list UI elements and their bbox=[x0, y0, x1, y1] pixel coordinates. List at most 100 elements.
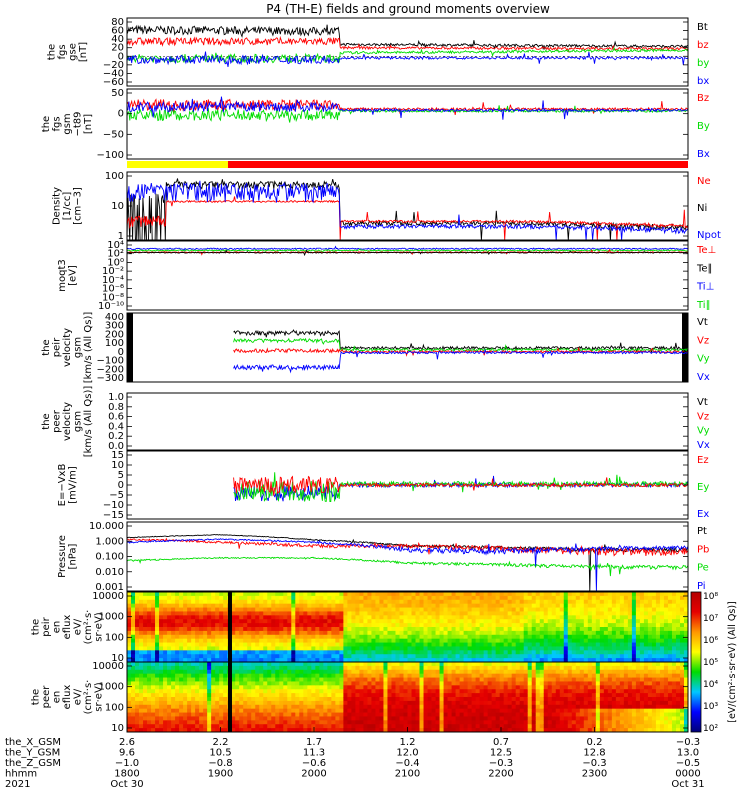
spectrogram-cell bbox=[259, 685, 264, 690]
spectrogram-cell bbox=[179, 642, 184, 647]
spectrogram-cell bbox=[407, 658, 412, 662]
spectrogram-cell bbox=[135, 592, 140, 597]
spectrogram-cell bbox=[443, 720, 448, 725]
spectrogram-cell bbox=[427, 708, 432, 713]
spectrogram-cell bbox=[203, 642, 208, 647]
spectrogram-cell bbox=[131, 623, 136, 628]
spectrogram-cell bbox=[415, 611, 420, 616]
spectrogram-cell bbox=[519, 704, 525, 710]
spectrogram-cell bbox=[215, 665, 220, 671]
spectrogram-cell bbox=[395, 650, 400, 655]
spectrogram-cell bbox=[395, 677, 400, 682]
spectrogram-cell bbox=[375, 677, 380, 682]
spectrogram-cell bbox=[187, 603, 192, 608]
spectrogram-cell bbox=[147, 700, 152, 706]
spectrogram-cell bbox=[275, 634, 280, 640]
spectrogram-cell bbox=[467, 638, 473, 643]
spectrogram-cell bbox=[679, 603, 685, 608]
y-axis-label-line: gsm bbox=[73, 411, 84, 432]
spectrogram-cell bbox=[379, 665, 384, 671]
spectrogram-cell bbox=[371, 611, 376, 616]
spectrogram-cell bbox=[287, 634, 292, 640]
spectrogram-cell bbox=[367, 615, 372, 620]
spectrogram-cell bbox=[179, 634, 184, 640]
spectrogram-cell bbox=[267, 700, 272, 706]
spectrogram-cell bbox=[275, 704, 280, 710]
spectrogram-cell bbox=[283, 607, 288, 612]
spectrogram-cell bbox=[395, 693, 400, 698]
spectrogram-cell bbox=[455, 708, 460, 713]
spectrogram-cell bbox=[211, 693, 216, 698]
y-axis-label-line: [nT] bbox=[83, 114, 94, 134]
spectrogram-cell bbox=[179, 658, 184, 662]
spectrogram-cell bbox=[591, 689, 597, 694]
spectrogram-cell bbox=[503, 654, 509, 659]
spectrogram-cell bbox=[551, 595, 557, 601]
spectrogram-cell bbox=[159, 650, 164, 655]
spectrogram-cell bbox=[439, 704, 444, 710]
spectrogram-cell bbox=[467, 627, 473, 632]
spectrogram-cell bbox=[495, 638, 501, 643]
spectrogram-cell bbox=[323, 630, 328, 636]
spectrogram-cell bbox=[267, 623, 272, 628]
spectrogram-cell bbox=[431, 611, 436, 616]
spectrogram-cell bbox=[335, 634, 340, 640]
spectrogram-cell bbox=[267, 619, 272, 624]
spectrogram-cell bbox=[267, 689, 272, 694]
spectrogram-cell bbox=[567, 623, 573, 628]
spectrogram-cell bbox=[675, 650, 681, 655]
spectrogram-cell bbox=[663, 642, 669, 647]
spectrogram-cell bbox=[211, 720, 216, 725]
spectrogram-cell bbox=[127, 654, 132, 659]
spectrogram-cell bbox=[667, 658, 673, 662]
spectrogram-cell bbox=[595, 673, 601, 678]
spectrogram-cell bbox=[547, 615, 553, 620]
spectrogram-cell bbox=[255, 634, 260, 640]
spectrogram-cell bbox=[495, 607, 501, 612]
spectrogram-cell bbox=[487, 627, 493, 632]
spectrogram-cell bbox=[383, 728, 388, 732]
spectrogram-cell bbox=[199, 662, 204, 667]
spectrogram-cell bbox=[507, 704, 513, 710]
spectrogram-cell bbox=[219, 716, 224, 721]
spectrogram-cell bbox=[575, 638, 581, 643]
spectrogram-cell bbox=[351, 638, 356, 643]
spectrogram-cell bbox=[207, 662, 212, 667]
spectrogram-cell bbox=[559, 650, 565, 655]
spectrogram-cell bbox=[427, 646, 432, 651]
spectrogram-cell bbox=[203, 658, 208, 662]
spectrogram-cell bbox=[483, 693, 489, 698]
spectrogram-cell bbox=[423, 677, 428, 682]
spectrogram-cell bbox=[451, 697, 456, 702]
spectrogram-cell bbox=[299, 693, 304, 698]
spectrogram-cell bbox=[547, 689, 553, 694]
spectrogram-cell bbox=[607, 592, 613, 597]
y-axis-label-line: peir bbox=[41, 616, 52, 636]
spectrogram-cell bbox=[575, 615, 581, 620]
spectrogram-cell bbox=[455, 689, 460, 694]
spectrogram-cell bbox=[491, 607, 497, 612]
spectrogram-cell bbox=[495, 599, 501, 605]
spectrogram-cell bbox=[223, 708, 228, 713]
spectrogram-cell bbox=[311, 627, 316, 632]
spectrogram-cell bbox=[243, 638, 248, 643]
spectrogram-cell bbox=[479, 685, 485, 690]
spectrogram-cell bbox=[555, 658, 561, 662]
spectrogram-cell bbox=[555, 634, 561, 640]
spectrogram-cell bbox=[559, 677, 565, 682]
spectrogram-cell bbox=[427, 592, 432, 597]
spectrogram-cell bbox=[603, 630, 609, 636]
spectrogram-cell bbox=[603, 607, 609, 612]
spectrogram-cell bbox=[191, 677, 196, 682]
y-tick-label: 10⁻⁸ bbox=[102, 292, 124, 303]
spectrogram-cell bbox=[643, 646, 649, 651]
spectrogram-cell bbox=[571, 724, 577, 729]
spectrogram-cell bbox=[363, 592, 368, 597]
spectrogram-cell bbox=[591, 704, 597, 710]
spectrogram-cell bbox=[531, 611, 537, 616]
spectrogram-cell bbox=[431, 627, 436, 632]
spectrogram-cell bbox=[383, 693, 388, 698]
spectrogram-cell bbox=[351, 669, 356, 675]
spectrogram-cell bbox=[459, 693, 464, 698]
spectrogram-cell bbox=[483, 658, 489, 662]
